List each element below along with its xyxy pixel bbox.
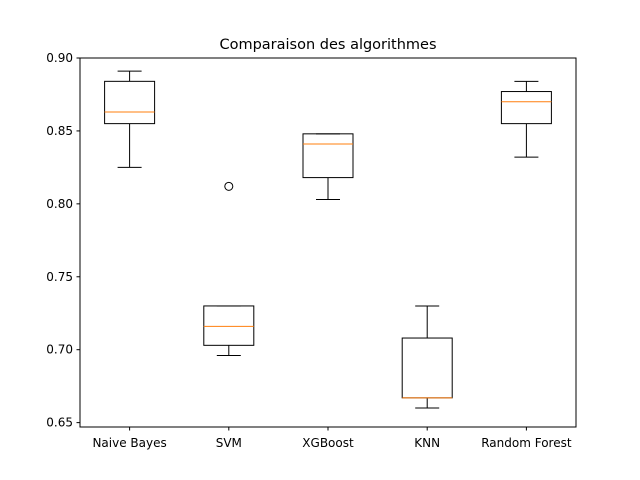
x-tick-label: Naive Bayes <box>92 436 166 450</box>
x-axis: Naive Bayes SVM XGBoost KNN Random Forest <box>92 427 572 450</box>
x-tick-label: SVM <box>216 436 242 450</box>
box <box>203 305 255 346</box>
box <box>104 80 156 125</box>
box <box>500 91 552 125</box>
box-svm <box>203 181 255 357</box>
y-tick-label: 0.75 <box>46 270 73 284</box>
y-tick-label: 0.90 <box>46 51 73 65</box>
y-tick-label: 0.65 <box>46 416 73 430</box>
y-axis: 0.65 0.70 0.75 0.80 0.85 0.90 <box>46 51 80 430</box>
plot-marks <box>104 70 552 409</box>
chart-title: Comparaison des algorithmes <box>219 37 436 53</box>
box-xgboost <box>302 133 354 200</box>
outlier-point <box>224 181 234 191</box>
x-tick-label: Random Forest <box>481 436 572 450</box>
y-tick-label: 0.80 <box>46 197 73 211</box>
y-tick-label: 0.85 <box>46 124 73 138</box>
box-naive-bayes <box>104 70 156 168</box>
box-random-forest <box>500 80 552 158</box>
box <box>302 133 354 179</box>
box-knn <box>401 305 453 409</box>
x-tick-label: XGBoost <box>302 436 354 450</box>
x-tick-label: KNN <box>414 436 440 450</box>
y-tick-label: 0.70 <box>46 343 73 357</box>
